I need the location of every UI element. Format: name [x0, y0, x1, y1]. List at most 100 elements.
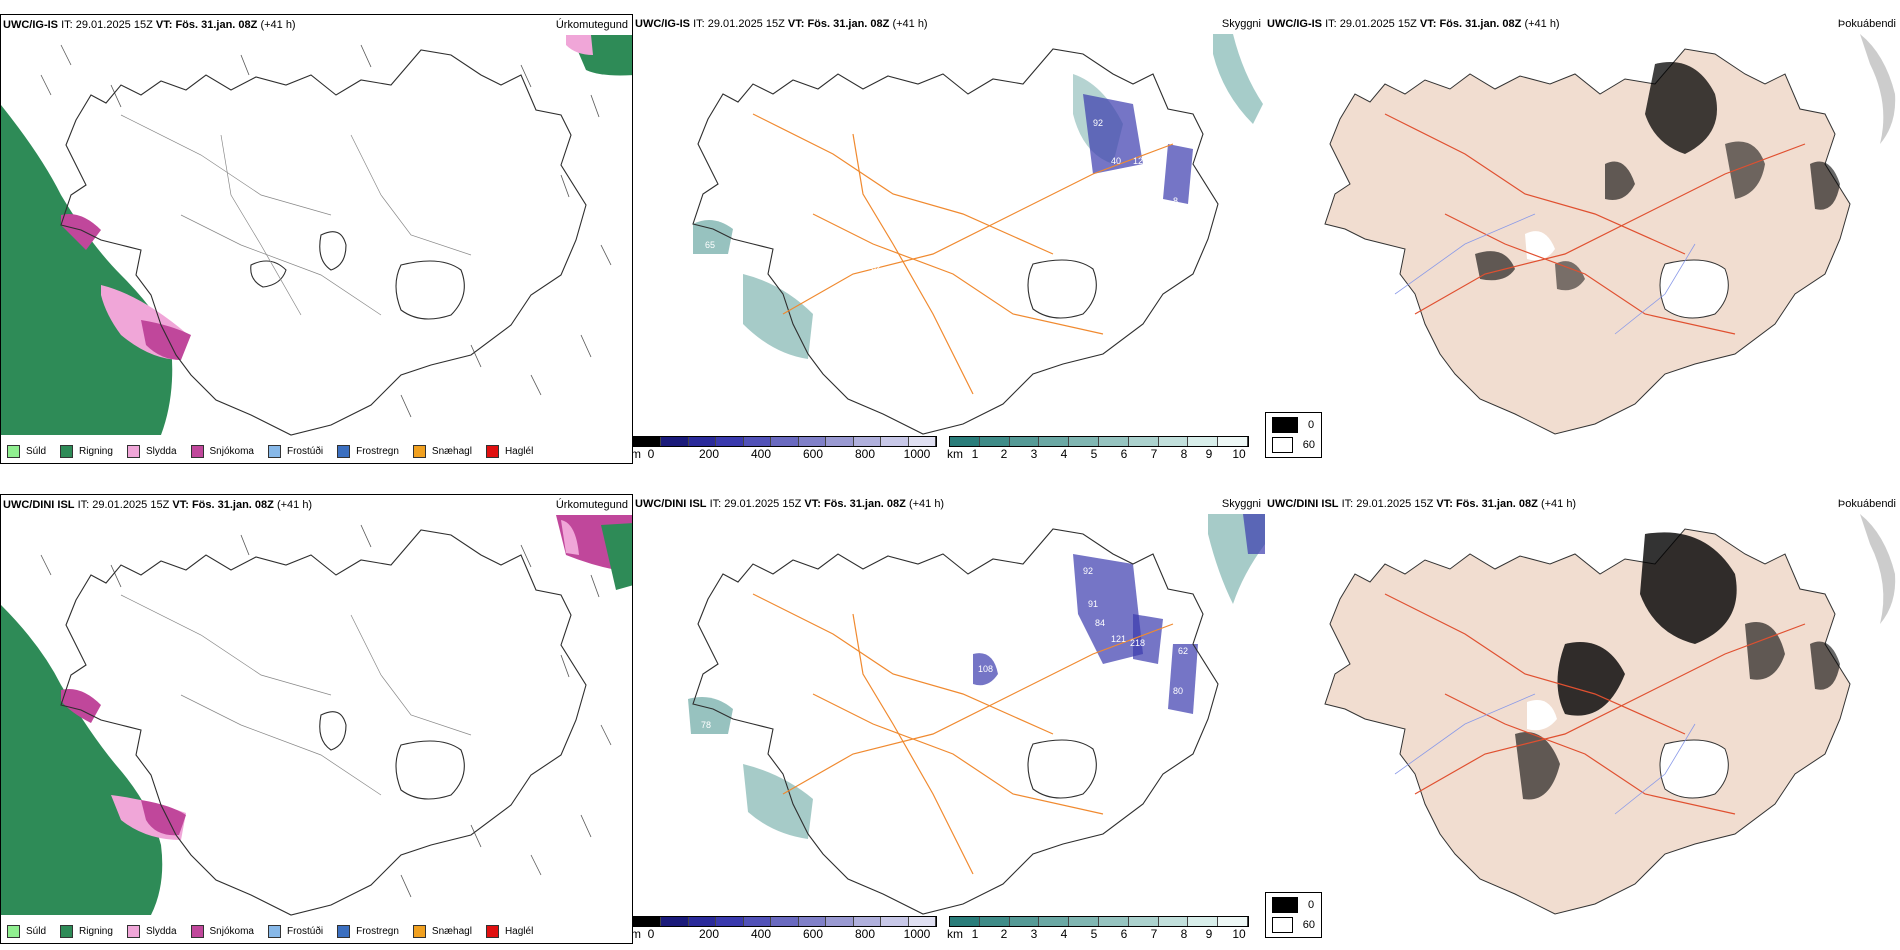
legend-label: Súld	[26, 925, 47, 937]
legend-item-drizzle: Súld	[7, 444, 47, 458]
cloud-base-label: 121	[1111, 634, 1126, 644]
fog-legend-item: 60	[1272, 437, 1315, 453]
vt-value: Fös. 31.jan. 08Z	[1439, 18, 1522, 30]
legend-label: Rigning	[79, 445, 113, 457]
panel-precip-type-row1: UWC/IG-IS IT: 29.01.2025 15Z VT: Fös. 31…	[0, 14, 633, 464]
it-label: IT:	[1325, 18, 1337, 30]
legend-label: Súld	[26, 445, 47, 457]
precip-map-row1	[1, 35, 632, 436]
lead-time: (+41 h)	[1524, 18, 1560, 30]
legend-item-freezing-drizzle: Frostúði	[267, 444, 324, 458]
vt-value: Fös. 31.jan. 08Z	[1455, 498, 1538, 510]
header-row2-visibility: UWC/DINI ISL IT: 29.01.2025 15Z VT: Fös.…	[635, 498, 944, 510]
legend-item-snow: Snjókoma	[190, 444, 254, 458]
legend-item-freezing-drizzle: Frostúði	[267, 924, 323, 938]
panel-title: Þokuábendi	[1837, 498, 1896, 510]
swatch-icon	[1272, 897, 1298, 913]
tick-label: 10	[1232, 927, 1246, 941]
swatch-icon	[7, 444, 20, 458]
legend-item-sleet: Slydda	[126, 924, 177, 938]
swatch-icon	[60, 444, 74, 458]
fog-legend-row2: 0 60	[1265, 892, 1322, 938]
fog-map-row1	[1324, 34, 1896, 435]
legend-label: Frostregn	[356, 925, 399, 937]
swatch-icon	[1272, 437, 1293, 453]
swatch-icon	[267, 444, 281, 458]
legend-item-snow: Snjókoma	[190, 924, 254, 938]
swatch-icon	[267, 924, 281, 938]
visibility-ticks: 1 2 3 4 5 6 7 8 9 10	[949, 927, 1249, 941]
visibility-ticks: 1 2 3 4 5 6 7 8 9 10	[949, 447, 1249, 461]
panel-title: Úrkomutegund	[555, 19, 628, 31]
legend-item-sleet: Slydda	[126, 444, 177, 458]
cloud-base-label: 80	[1173, 686, 1183, 696]
ceiling-colorbar-strip	[633, 916, 937, 927]
vt-value: Fös. 31.jan. 08Z	[807, 18, 890, 30]
tick-label: 7	[1150, 927, 1158, 941]
legend-label: Snjókoma	[209, 445, 254, 457]
it-label: IT:	[77, 499, 90, 511]
tick-label: 600	[802, 927, 824, 941]
visibility-unit: km	[947, 447, 963, 461]
legend-label: Frostregn	[356, 445, 399, 457]
panel-visibility-row1: 65 92 40 12 8 32 UWC/IG-IS IT: 29.01.202…	[633, 14, 1265, 464]
legend-item-graupel: Snæhagl	[412, 444, 472, 458]
cloud-base-label: 92	[1083, 566, 1093, 576]
tick-label: 1	[971, 447, 979, 461]
swatch-icon	[485, 924, 499, 938]
visibility-map-row2: 78 92 91 84 108 121 218 80 62	[688, 514, 1265, 915]
swatch-icon	[190, 444, 204, 458]
it-value: 29.01.2025 15Z	[1356, 498, 1434, 510]
model-label: UWC/DINI ISL	[635, 498, 707, 510]
swatch-icon	[60, 924, 74, 938]
header-row1-precip: UWC/IG-IS IT: 29.01.2025 15Z VT: Fös. 31…	[3, 19, 296, 31]
model-label: UWC/IG-IS	[635, 18, 690, 30]
legend-item-hail: Haglél	[485, 924, 534, 938]
tick-label: 9	[1205, 447, 1213, 461]
tick-label: 8	[1180, 927, 1188, 941]
panel-fog-row2: UWC/DINI ISL IT: 29.01.2025 15Z VT: Fös.…	[1265, 494, 1900, 944]
vt-label: VT:	[1419, 18, 1437, 30]
panel-visibility-row2: 78 92 91 84 108 121 218 80 62 UWC/DINI I…	[633, 494, 1265, 944]
visibility-colorbar-strip	[949, 436, 1249, 447]
model-label: UWC/DINI ISL	[3, 499, 75, 511]
tick-label: 1	[971, 927, 979, 941]
tick-label: 800	[854, 447, 876, 461]
tick-label: 0	[647, 927, 655, 941]
visibility-map-row1: 65 92 40 12 8 32	[692, 34, 1263, 435]
swatch-icon	[337, 444, 351, 458]
tick-label: 10	[1232, 447, 1246, 461]
legend-item-freezing-rain: Frostregn	[337, 444, 399, 458]
legend-item-graupel: Snæhagl	[412, 924, 472, 938]
lead-time: (+41 h)	[276, 499, 313, 511]
vt-label: VT:	[155, 19, 173, 31]
legend-item-freezing-rain: Frostregn	[337, 924, 399, 938]
model-label: UWC/IG-IS	[3, 19, 58, 31]
ceiling-colorbar: m 0 200 400 600 800 1000	[633, 916, 937, 941]
legend-label: Haglél	[504, 445, 534, 457]
ceiling-colorbar-strip	[633, 436, 937, 447]
swatch-icon	[126, 444, 140, 458]
swatch-icon	[337, 924, 351, 938]
legend-label: Haglél	[504, 925, 534, 937]
vt-value: Fös. 31.jan. 08Z	[191, 499, 274, 511]
tick-label: 2	[1000, 927, 1008, 941]
fog-map-row2	[1324, 514, 1896, 915]
panel-title: Þokuábendi	[1837, 18, 1896, 30]
cloud-base-label: 91	[1088, 599, 1098, 609]
legend-label: Snjókoma	[209, 925, 254, 937]
vt-value: Fös. 31.jan. 08Z	[823, 498, 906, 510]
swatch-icon	[1272, 917, 1293, 933]
swatch-icon	[126, 924, 140, 938]
legend-label: Frostúði	[286, 445, 324, 457]
precip-legend: Súld Rigning Slydda Snjókoma Frostúði Fr…	[1, 439, 632, 463]
legend-label: Slydda	[145, 445, 177, 457]
vt-label: VT:	[172, 499, 189, 511]
cloud-base-label: 108	[978, 664, 993, 674]
cloud-base-label: 12	[1133, 156, 1143, 166]
legend-label: 60	[1302, 439, 1315, 451]
legend-label: Snæhagl	[431, 925, 472, 937]
lead-time: (+41 h)	[260, 19, 296, 31]
ceiling-unit: m	[633, 927, 641, 941]
cloud-base-label: 65	[705, 240, 715, 250]
